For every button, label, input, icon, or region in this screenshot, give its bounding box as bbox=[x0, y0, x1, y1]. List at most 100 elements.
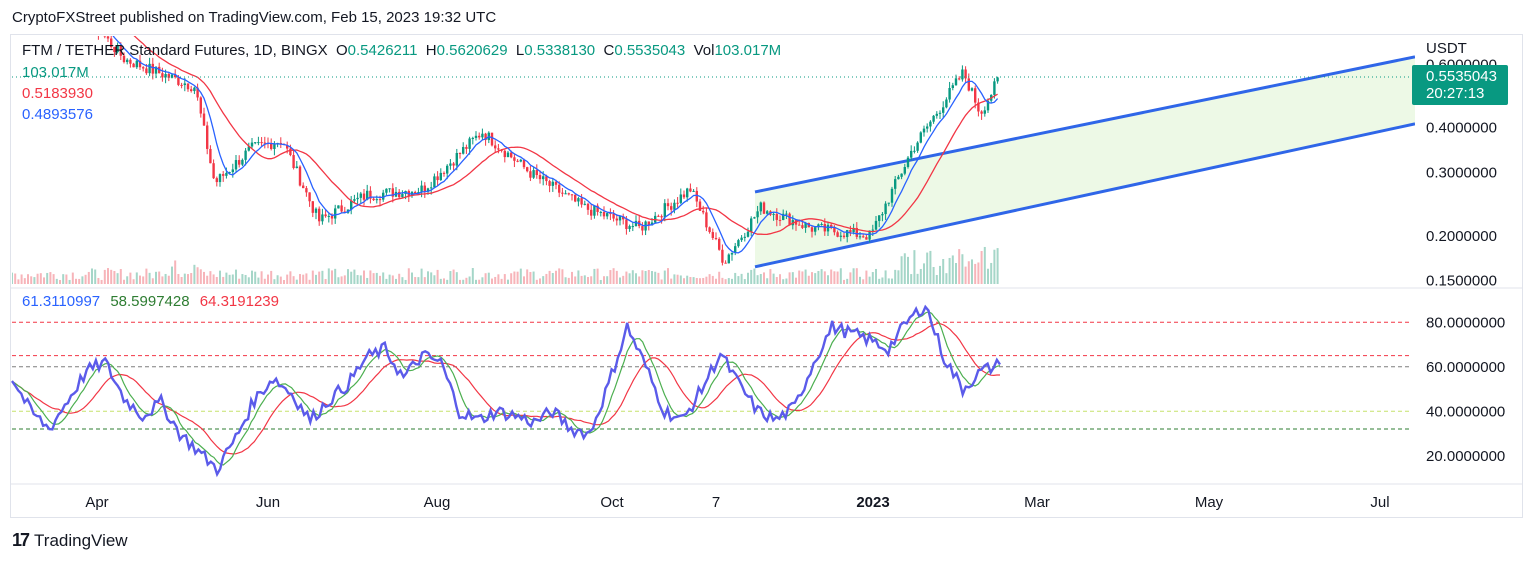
volume-bar bbox=[756, 275, 759, 284]
volume-bar bbox=[923, 263, 925, 284]
volume-bar bbox=[251, 270, 253, 284]
volume-bar bbox=[507, 279, 509, 284]
tradingview-brand: TradingView bbox=[34, 530, 128, 550]
volume-bar bbox=[660, 279, 663, 284]
volume-bar bbox=[481, 277, 484, 284]
price-candle bbox=[890, 188, 894, 203]
volume-bar bbox=[446, 279, 449, 284]
price-candle bbox=[855, 227, 858, 237]
price-candle bbox=[852, 227, 855, 233]
price-candle bbox=[340, 205, 343, 212]
volume-bar bbox=[497, 274, 500, 284]
volume-bar bbox=[324, 278, 327, 284]
volume-bar bbox=[187, 274, 189, 284]
volume-bar bbox=[638, 276, 641, 284]
price-candle bbox=[862, 236, 865, 238]
volume-bar bbox=[404, 279, 407, 284]
volume-bar bbox=[574, 276, 577, 284]
volume-bar bbox=[116, 273, 119, 284]
price-candle bbox=[606, 213, 609, 217]
price-candle bbox=[260, 142, 263, 144]
price-candle bbox=[321, 214, 324, 222]
price-candle bbox=[938, 112, 942, 114]
price-candle bbox=[228, 172, 231, 174]
volume-bar bbox=[318, 271, 321, 284]
price-candle bbox=[100, 34, 102, 35]
volume-bar bbox=[78, 278, 81, 284]
tradingview-logo[interactable]: 17 TradingView bbox=[12, 530, 128, 551]
volume-bar bbox=[903, 253, 906, 284]
high-label: H bbox=[425, 42, 437, 59]
price-candle bbox=[942, 107, 945, 113]
volume-bar bbox=[113, 270, 116, 284]
volume-bar bbox=[196, 267, 199, 284]
last-price-countdown: 20:27:13 bbox=[1426, 85, 1484, 102]
volume-bar bbox=[27, 274, 29, 284]
last-price-tag bbox=[1412, 65, 1508, 106]
volume-bar bbox=[881, 277, 884, 284]
volume-bar bbox=[542, 276, 545, 284]
volume-bar bbox=[452, 269, 455, 284]
volume-bar bbox=[215, 276, 218, 284]
volume-bar bbox=[606, 276, 609, 284]
volume-bar bbox=[289, 271, 292, 284]
volume-bar bbox=[468, 276, 471, 284]
price-candle bbox=[145, 68, 148, 74]
volume-bar bbox=[46, 272, 49, 284]
price-candle bbox=[471, 137, 474, 139]
volume-bar bbox=[43, 277, 45, 284]
price-candle bbox=[199, 97, 202, 114]
last-price-tag-value: 0.5535043 bbox=[1426, 68, 1497, 85]
volume-bar bbox=[670, 278, 673, 284]
price-candle bbox=[964, 69, 967, 79]
volume-bar bbox=[375, 272, 378, 284]
price-candle bbox=[311, 201, 314, 213]
volume-bar bbox=[372, 273, 375, 284]
volume-bar bbox=[654, 271, 657, 284]
price-candle bbox=[273, 144, 276, 150]
price-candle bbox=[375, 199, 378, 201]
volume-bar bbox=[590, 276, 593, 284]
price-candle bbox=[782, 213, 785, 221]
volume-bar bbox=[279, 276, 282, 284]
price-candle bbox=[929, 121, 932, 127]
volume-bar bbox=[135, 272, 138, 284]
volume-bar bbox=[676, 274, 679, 284]
tradingview-mark-icon: 17 bbox=[12, 530, 30, 550]
rsi-ma-green-line bbox=[11, 311, 1001, 466]
price-candle bbox=[324, 214, 327, 217]
price-candle bbox=[206, 125, 209, 149]
price-candle bbox=[759, 202, 762, 212]
volume-bar bbox=[622, 275, 625, 284]
symbol-name[interactable]: FTM / TETHER Standard Futures, 1D, BINGX bbox=[22, 42, 328, 59]
volume-bar bbox=[475, 279, 477, 284]
rsi-axis-tick: 60.0000000 bbox=[1426, 359, 1505, 376]
price-candle bbox=[174, 74, 177, 78]
volume-bar bbox=[199, 269, 202, 284]
volume-bar bbox=[785, 278, 788, 284]
volume-bar bbox=[718, 271, 721, 284]
volume-bar bbox=[183, 273, 186, 284]
price-candle bbox=[788, 213, 791, 226]
price-candle bbox=[414, 191, 417, 194]
price-candle bbox=[673, 202, 676, 210]
price-candle bbox=[727, 254, 730, 264]
volume-bar bbox=[273, 279, 276, 284]
price-candle bbox=[372, 198, 375, 201]
price-candle bbox=[356, 197, 359, 200]
ma-red-line bbox=[133, 36, 998, 236]
price-candle bbox=[910, 150, 913, 158]
price-candle bbox=[820, 224, 823, 226]
volume-bar bbox=[766, 278, 769, 284]
volume-bar bbox=[836, 271, 839, 284]
volume-bar bbox=[561, 269, 564, 284]
price-candle bbox=[423, 185, 426, 192]
volume-bar bbox=[254, 271, 257, 284]
price-candle bbox=[234, 160, 238, 170]
price-candle bbox=[836, 232, 839, 237]
price-candle bbox=[734, 246, 737, 253]
price-candle bbox=[465, 147, 468, 149]
price-candle bbox=[455, 153, 458, 166]
volume-bar bbox=[430, 272, 433, 284]
